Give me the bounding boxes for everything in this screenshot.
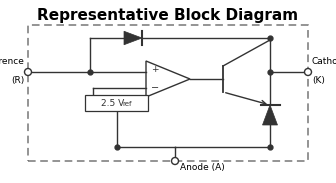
Text: 2.5 V: 2.5 V — [101, 98, 124, 107]
Text: +: + — [151, 66, 159, 74]
Text: Reference: Reference — [0, 57, 24, 66]
Text: Anode (A): Anode (A) — [180, 163, 225, 172]
Polygon shape — [124, 31, 142, 45]
Text: ref: ref — [123, 102, 132, 107]
Circle shape — [304, 68, 311, 76]
Text: Representative Block Diagram: Representative Block Diagram — [37, 8, 299, 23]
Polygon shape — [262, 105, 278, 125]
Bar — [85, 95, 148, 111]
Text: (R): (R) — [11, 76, 24, 85]
Text: −: − — [151, 83, 159, 93]
Text: Cathode: Cathode — [312, 57, 336, 66]
Text: (K): (K) — [312, 76, 325, 85]
Bar — [28, 25, 308, 161]
Circle shape — [25, 68, 32, 76]
Circle shape — [171, 158, 178, 165]
